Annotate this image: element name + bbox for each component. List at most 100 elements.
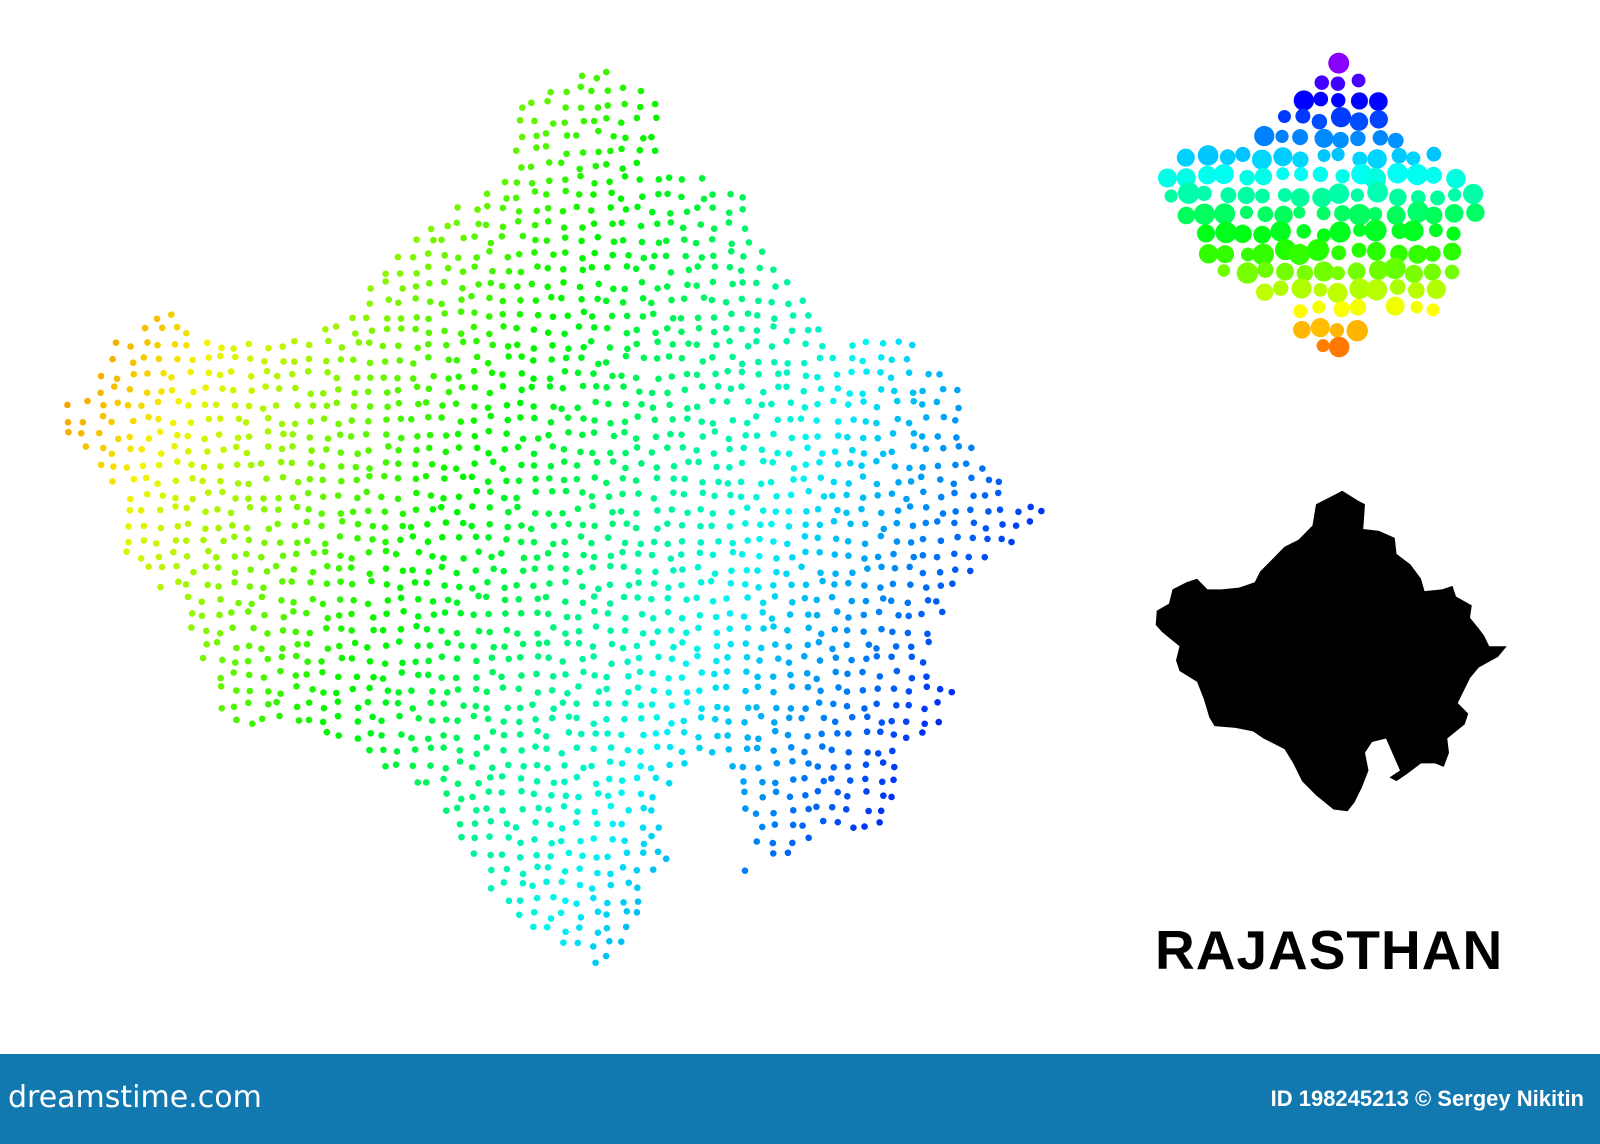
map-dot bbox=[693, 371, 701, 379]
map-dot bbox=[484, 478, 492, 485]
map-dot bbox=[587, 207, 595, 214]
map-dot bbox=[845, 614, 852, 621]
map-dot bbox=[452, 400, 460, 407]
map-dot bbox=[678, 354, 686, 362]
map-dot bbox=[468, 522, 475, 530]
map-dot bbox=[257, 460, 265, 467]
map-dot bbox=[413, 446, 420, 454]
map-dot bbox=[590, 553, 598, 561]
map-dot bbox=[618, 219, 626, 227]
map-dot bbox=[654, 525, 661, 532]
map-dot bbox=[561, 598, 569, 605]
map-dot bbox=[580, 764, 587, 772]
map-dot bbox=[202, 525, 209, 533]
map-dot bbox=[902, 734, 910, 742]
map-dot bbox=[472, 533, 480, 541]
map-dot bbox=[453, 629, 461, 637]
map-dot bbox=[429, 687, 436, 695]
map-dot bbox=[804, 611, 812, 618]
map-dot bbox=[683, 208, 691, 216]
image-credit: ID 198245213 © Sergey Nikitin bbox=[1270, 1086, 1584, 1111]
map-dot bbox=[754, 567, 761, 574]
map-dot bbox=[544, 549, 552, 557]
map-dot bbox=[954, 386, 961, 394]
map-dot bbox=[325, 337, 332, 345]
map-dot bbox=[504, 704, 511, 712]
map-dot bbox=[603, 479, 610, 487]
map-dot bbox=[545, 510, 553, 517]
map-dot bbox=[456, 820, 464, 828]
map-dot bbox=[726, 337, 733, 345]
map-dot bbox=[349, 314, 356, 322]
map-dot bbox=[603, 924, 611, 932]
map-dot bbox=[562, 897, 569, 904]
map-dot bbox=[783, 369, 791, 376]
dreamstime-logo[interactable]: dreamstime.com bbox=[8, 1080, 262, 1115]
map-dot bbox=[783, 337, 790, 345]
map-dot bbox=[873, 700, 880, 708]
map-dot bbox=[202, 627, 210, 635]
map-dot bbox=[517, 775, 525, 782]
map-dot bbox=[908, 674, 916, 682]
map-dot bbox=[783, 540, 791, 548]
map-dot bbox=[729, 539, 736, 547]
map-dot bbox=[232, 353, 239, 361]
map-dot bbox=[172, 503, 179, 510]
map-dot bbox=[830, 478, 838, 486]
map-dot bbox=[622, 206, 630, 213]
map-dot bbox=[499, 223, 507, 231]
map-dot bbox=[275, 506, 282, 513]
map-dot bbox=[308, 447, 315, 454]
map-dot bbox=[784, 360, 791, 367]
map-dot bbox=[789, 776, 797, 783]
map-dot bbox=[529, 701, 536, 708]
map-dot bbox=[608, 312, 616, 320]
map-dot bbox=[639, 630, 647, 637]
map-dot bbox=[381, 508, 389, 515]
map-dot bbox=[549, 443, 557, 450]
map-dot bbox=[290, 608, 297, 615]
map-dot bbox=[485, 313, 493, 320]
map-dot bbox=[560, 279, 567, 286]
map-dot bbox=[471, 820, 479, 827]
map-dot bbox=[200, 536, 207, 544]
map-dot bbox=[655, 653, 662, 661]
map-dot bbox=[909, 522, 917, 530]
map-dot bbox=[699, 433, 707, 440]
map-dot bbox=[414, 779, 422, 786]
map-dot bbox=[488, 654, 496, 662]
map-dot bbox=[579, 224, 586, 231]
map-dot bbox=[936, 685, 944, 693]
map-dot bbox=[574, 614, 582, 621]
map-dot bbox=[505, 655, 512, 663]
map-dot bbox=[215, 431, 223, 438]
map-dot bbox=[619, 84, 627, 92]
map-dot bbox=[486, 628, 493, 636]
map-dot bbox=[922, 414, 930, 421]
map-dot bbox=[648, 832, 655, 840]
map-dot bbox=[829, 645, 836, 653]
map-dot bbox=[625, 581, 633, 589]
map-dot bbox=[490, 643, 497, 651]
map-dot bbox=[519, 870, 527, 878]
map-dot bbox=[862, 418, 870, 425]
map-dot bbox=[894, 507, 902, 514]
map-dot bbox=[744, 734, 751, 741]
map-dot bbox=[413, 622, 420, 630]
map-dot bbox=[154, 341, 161, 349]
map-dot bbox=[729, 416, 737, 424]
map-dot bbox=[380, 472, 388, 480]
map-dot bbox=[742, 432, 749, 439]
map-dot bbox=[348, 417, 356, 424]
map-dot bbox=[887, 374, 895, 382]
map-dot bbox=[694, 204, 701, 211]
map-dot bbox=[383, 610, 390, 618]
map-dot bbox=[819, 577, 826, 585]
map-dot bbox=[500, 322, 507, 330]
map-dot bbox=[533, 554, 541, 561]
map-dot bbox=[227, 509, 235, 517]
map-dot bbox=[819, 342, 826, 350]
map-dot bbox=[518, 353, 525, 360]
map-dot bbox=[650, 580, 658, 587]
map-dot bbox=[500, 494, 508, 502]
